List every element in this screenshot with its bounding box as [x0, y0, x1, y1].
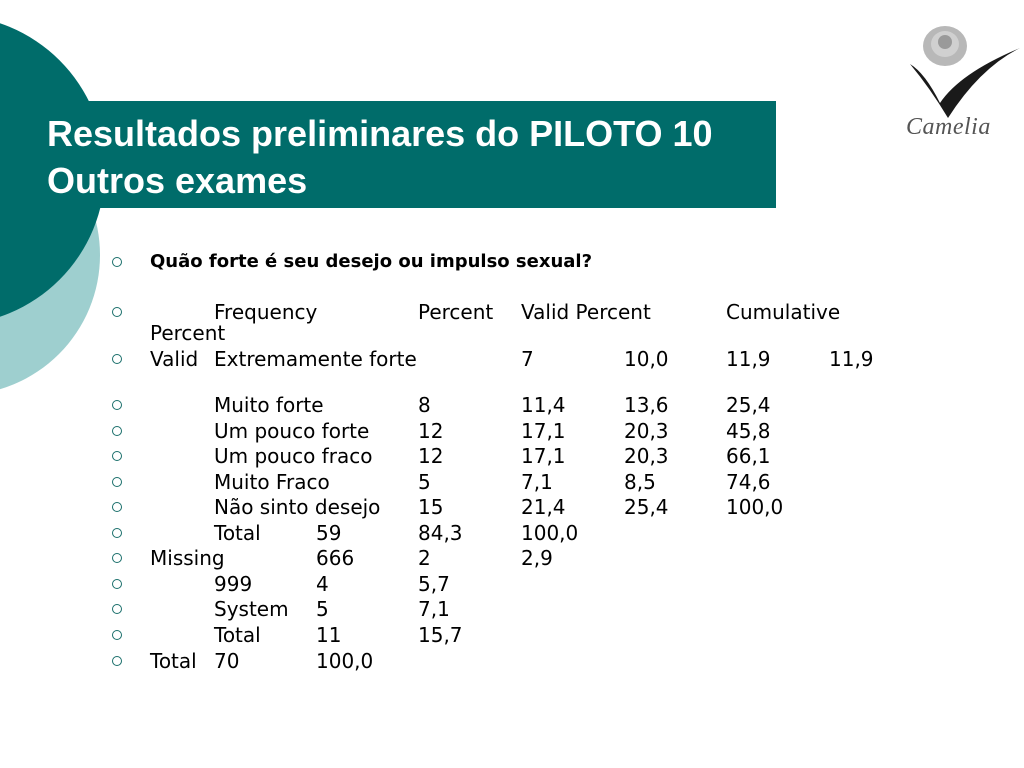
- row-category: Um pouco forte: [214, 419, 370, 443]
- row-percent: 2,9: [521, 546, 553, 570]
- header-frequency: Frequency: [214, 300, 318, 324]
- bullet: [112, 451, 122, 461]
- bullet: [112, 528, 122, 538]
- row-frequency: 12: [418, 419, 444, 443]
- row-category: Muito Fraco: [214, 470, 330, 494]
- slide-title: Resultados preliminares do PILOTO 10 Out…: [47, 110, 713, 204]
- title-bar: [0, 101, 776, 208]
- row-cumulative: 11,9: [829, 347, 874, 371]
- title-line-1: Resultados preliminares do PILOTO 10: [47, 113, 713, 154]
- row-frequency: 5: [316, 597, 329, 621]
- row-percent: 17,1: [521, 419, 566, 443]
- row-category: Não sinto desejo: [214, 495, 381, 519]
- title-line-2: Outros exames: [47, 160, 308, 201]
- row-valid-percent: 13,6: [624, 393, 669, 417]
- row-percent: 15,7: [418, 623, 463, 647]
- bullet: [112, 553, 122, 563]
- row-cumulative: 74,6: [726, 470, 771, 494]
- row-percent: 10,0: [624, 347, 669, 371]
- row-frequency: 4: [316, 572, 329, 596]
- row-frequency: 2: [418, 546, 431, 570]
- row-label: Missing: [150, 546, 225, 570]
- row-frequency: 11: [316, 623, 342, 647]
- row-valid-percent: 20,3: [624, 444, 669, 468]
- bullet: [112, 307, 122, 317]
- row-frequency: 12: [418, 444, 444, 468]
- row-percent: 100,0: [316, 649, 374, 673]
- row-category: System: [214, 597, 289, 621]
- row-category: Total: [214, 623, 261, 647]
- row-valid-percent: 100,0: [521, 521, 579, 545]
- row-percent: 11,4: [521, 393, 566, 417]
- row-valid-percent: 8,5: [624, 470, 656, 494]
- bullet: [112, 502, 122, 512]
- row-frequency: 70: [214, 649, 240, 673]
- row-percent: 17,1: [521, 444, 566, 468]
- bullet: [112, 579, 122, 589]
- row-percent: 21,4: [521, 495, 566, 519]
- header-valid-percent: Valid Percent: [521, 300, 651, 324]
- row-frequency: 59: [316, 521, 342, 545]
- bullet: [112, 257, 122, 267]
- row-label: Valid: [150, 347, 199, 371]
- header-cumulative: Cumulative: [726, 300, 841, 324]
- bullet: [112, 426, 122, 436]
- row-cumulative: 100,0: [726, 495, 784, 519]
- row-frequency: 7: [521, 347, 534, 371]
- header-percent: Percent: [418, 300, 494, 324]
- row-category: Um pouco fraco: [214, 444, 373, 468]
- row-cumulative: 45,8: [726, 419, 771, 443]
- row-valid-percent: 11,9: [726, 347, 771, 371]
- bullet: [112, 354, 122, 364]
- row-category: 666: [316, 546, 355, 570]
- row-valid-percent: 20,3: [624, 419, 669, 443]
- bullet: [112, 630, 122, 640]
- row-category: Extremamente forte: [214, 347, 417, 371]
- row-percent: 7,1: [418, 597, 450, 621]
- row-percent: 84,3: [418, 521, 463, 545]
- row-cumulative: 25,4: [726, 393, 771, 417]
- bullet: [112, 604, 122, 614]
- row-category: 999: [214, 572, 253, 596]
- row-category: Muito forte: [214, 393, 324, 417]
- row-frequency: 15: [418, 495, 444, 519]
- rose-icon: [910, 26, 1020, 118]
- row-category: Total: [214, 521, 261, 545]
- logo-text: Camelia: [906, 114, 991, 140]
- row-valid-percent: 25,4: [624, 495, 669, 519]
- row-cumulative: 66,1: [726, 444, 771, 468]
- bullet: [112, 656, 122, 666]
- bullet: [112, 400, 122, 410]
- row-frequency: 5: [418, 470, 431, 494]
- row-percent: 5,7: [418, 572, 450, 596]
- row-frequency: 8: [418, 393, 431, 417]
- bullet: [112, 477, 122, 487]
- question: Quão forte é seu desejo ou impulso sexua…: [150, 251, 593, 272]
- row-percent: 7,1: [521, 470, 553, 494]
- header-cumulative-cont: Percent: [150, 321, 226, 345]
- row-label: Total: [150, 649, 197, 673]
